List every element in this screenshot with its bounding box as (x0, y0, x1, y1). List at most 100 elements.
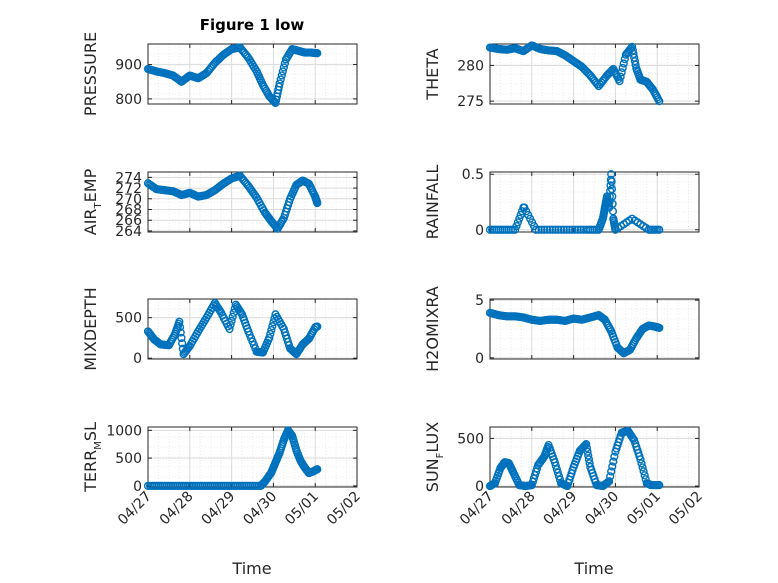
data-point (608, 462, 617, 471)
y-tick-label: 900 (115, 58, 142, 74)
subplot-mixdepth: 0 500 MIXDEPTH (81, 287, 358, 371)
y-tick-label: 266 (115, 213, 142, 229)
data-point (313, 49, 322, 58)
data-point (618, 63, 627, 73)
y-tick-label: 1000 (106, 423, 142, 439)
y-tick-label: 280 (457, 58, 484, 74)
data-point (615, 77, 624, 86)
data-point (610, 452, 619, 461)
y-tick-label: 0 (475, 351, 484, 367)
data-point (265, 333, 274, 343)
data-point (266, 329, 275, 339)
y-axis-label: PRESSURE (81, 32, 100, 116)
data-point (175, 317, 184, 326)
data-point (565, 225, 574, 234)
data-point (639, 467, 648, 476)
data-point (225, 324, 234, 334)
data-point (556, 225, 566, 234)
data-point (178, 339, 187, 348)
data-point (551, 225, 560, 234)
data-point (313, 465, 322, 474)
y-tick-label: 0 (475, 223, 484, 239)
data-point (619, 59, 628, 68)
subplot-grid: 800 900 PRESSURE 275 280 THETA 264266268270272… (81, 32, 706, 528)
y-tick-label: 0 (475, 479, 484, 495)
data-point (655, 323, 664, 332)
data-point (559, 225, 568, 234)
data-point (267, 325, 276, 335)
y-axis-label: AIRTEMP (81, 168, 104, 235)
data-series (143, 426, 322, 490)
data-series (485, 41, 664, 106)
data-point (609, 457, 618, 466)
x-tick-label: 05/01 (282, 489, 322, 529)
data-point (274, 82, 284, 91)
data-point (313, 322, 322, 331)
data-point (548, 225, 557, 234)
data-point (545, 225, 555, 234)
data-point (551, 461, 560, 470)
data-point (616, 72, 625, 81)
data-series (143, 298, 322, 359)
y-tick-label: 0 (133, 351, 142, 367)
x-tick-label: 04/29 (541, 489, 581, 529)
data-point (543, 225, 552, 234)
x-tick-label: 05/02 (666, 489, 706, 529)
data-point (550, 458, 559, 467)
data-point (640, 471, 649, 480)
y-tick-label: 270 (115, 192, 142, 208)
data-point (584, 455, 594, 464)
data-point (655, 480, 664, 490)
data-point (176, 328, 185, 337)
y-tick-label: 275 (457, 94, 484, 110)
subplot-h2omixra: 0 5 H2OMIXRA (423, 286, 700, 372)
subplot-theta: 275 280 THETA (423, 41, 700, 110)
data-point (636, 455, 645, 464)
y-axis-label: THETA (423, 48, 442, 100)
y-tick-label: 500 (115, 451, 142, 467)
data-point (537, 225, 546, 234)
y-axis-label: TERRMSL (81, 422, 104, 493)
data-point (584, 451, 593, 460)
data-point (593, 80, 602, 89)
data-point (228, 312, 237, 321)
y-axis-label: SUNFLUX (423, 422, 446, 492)
data-point (607, 67, 616, 76)
y-tick-label: 500 (115, 311, 142, 327)
data-series (485, 308, 664, 358)
data-point (605, 477, 614, 486)
data-point (655, 225, 664, 234)
x-tick-label: 04/29 (199, 489, 239, 529)
y-axis-label: RAINFALL (423, 165, 442, 240)
axes-frame (147, 43, 358, 105)
data-point (583, 447, 592, 456)
x-tick-label: 04/30 (240, 489, 280, 529)
data-point (275, 79, 284, 88)
y-axis-label: H2OMIXRA (423, 286, 442, 372)
data-point (513, 218, 522, 227)
data-point (562, 225, 571, 234)
data-point (268, 322, 277, 331)
data-point (278, 67, 287, 76)
axes-frame (489, 43, 700, 105)
data-point (226, 320, 235, 330)
x-tick-label: 04/28 (499, 489, 539, 529)
y-tick-label: 500 (457, 431, 484, 447)
data-point (512, 221, 521, 231)
data-series (143, 171, 322, 233)
data-point (637, 459, 646, 468)
data-series (485, 426, 664, 491)
x-tick-label: 04/28 (157, 489, 197, 529)
y-tick-label: 0 (133, 479, 142, 495)
subplot-pressure: 800 900 PRESSURE (81, 32, 358, 116)
subplot-rainfall: 0 0.5 RAINFALL (423, 165, 700, 240)
data-point (573, 225, 582, 234)
x-axis-label-left: Time (231, 559, 271, 578)
data-point (617, 68, 626, 77)
data-point (277, 71, 286, 80)
x-tick-label: 05/02 (324, 489, 364, 529)
data-point (279, 63, 288, 72)
